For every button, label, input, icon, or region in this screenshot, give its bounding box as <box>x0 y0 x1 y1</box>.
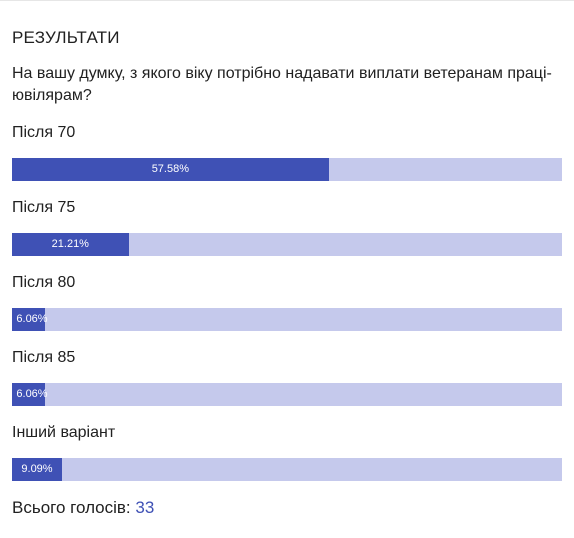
result-bar-track: 6.06% <box>12 383 562 406</box>
poll-question: На вашу думку, з якого віку потрібно над… <box>12 65 552 104</box>
poll-option: Після 75 21.21% <box>12 198 562 256</box>
result-percent: 9.09% <box>21 463 53 475</box>
result-bar-track: 6.06% <box>12 308 562 331</box>
poll-option: Після 80 6.06% <box>12 273 562 331</box>
poll-option: Інший варіант 9.09% <box>12 423 562 481</box>
top-divider <box>0 0 574 1</box>
poll-option: Після 70 57.58% <box>12 123 562 181</box>
result-bar-track: 21.21% <box>12 233 562 256</box>
total-votes: Всього голосів: 33 <box>12 498 154 518</box>
result-bar-fill: 57.58% <box>12 158 329 181</box>
option-label: Після 80 <box>12 274 76 291</box>
total-votes-label: Всього голосів: <box>12 498 131 517</box>
result-percent: 57.58% <box>151 163 189 175</box>
result-bar-fill: 21.21% <box>12 233 129 256</box>
option-label: Після 85 <box>12 349 76 366</box>
result-percent: 6.06% <box>16 313 48 325</box>
option-label: Інший варіант <box>12 424 116 441</box>
result-percent: 21.21% <box>51 238 89 250</box>
result-bar-track: 57.58% <box>12 158 562 181</box>
result-percent: 6.06% <box>16 388 48 400</box>
result-bar-track: 9.09% <box>12 458 562 481</box>
total-votes-count: 33 <box>135 498 155 517</box>
result-bar-fill: 6.06% <box>12 383 48 406</box>
option-label: Після 70 <box>12 124 76 141</box>
poll-title: РЕЗУЛЬТАТИ <box>12 28 120 47</box>
result-bar-fill: 9.09% <box>12 458 62 481</box>
poll-option: Після 85 6.06% <box>12 348 562 406</box>
option-label: Після 75 <box>12 199 76 216</box>
result-bar-fill: 6.06% <box>12 308 48 331</box>
